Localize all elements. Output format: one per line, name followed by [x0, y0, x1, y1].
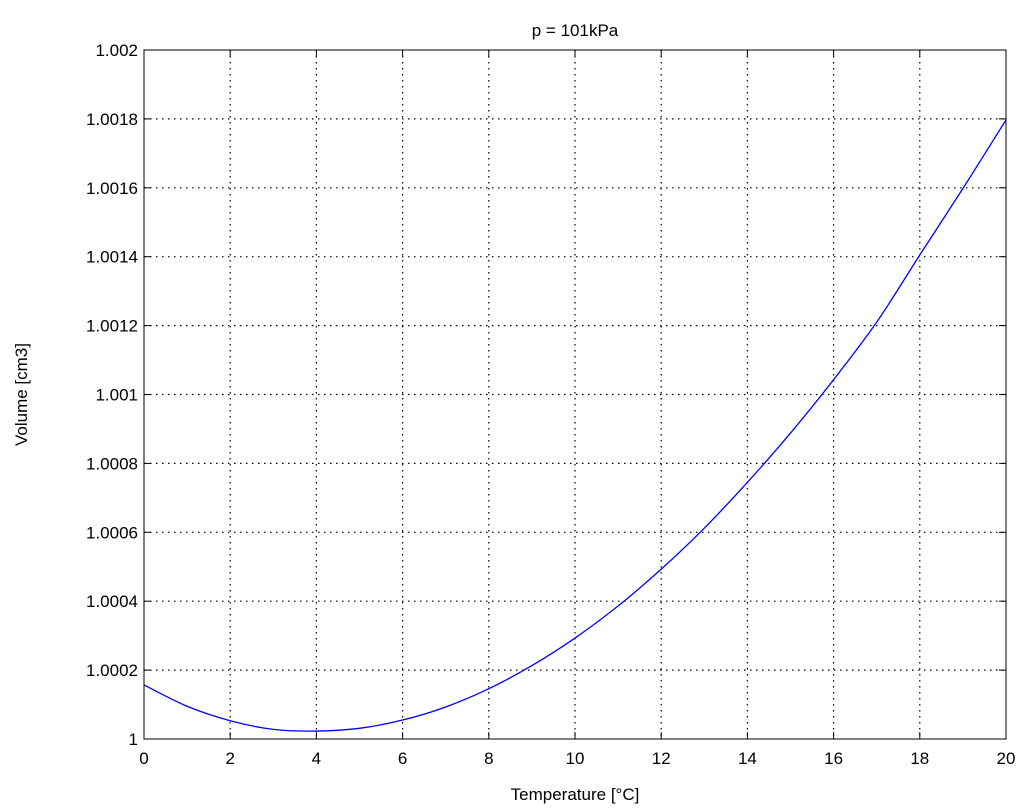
x-axis-title: Temperature [°C] — [511, 785, 640, 804]
y-tick-labels: 1 1.0002 1.0004 1.0006 1.0008 1.001 1.0012 1.00… — [86, 41, 138, 749]
x-tick-label: 8 — [484, 749, 493, 768]
y-tick-label: 1.0008 — [86, 454, 138, 473]
x-tick-label: 0 — [139, 749, 148, 768]
y-tick-label: 1.0004 — [86, 592, 138, 611]
series-layer — [143, 119, 1007, 732]
x-tick-label: 18 — [910, 749, 929, 768]
x-tick-label: 10 — [566, 749, 585, 768]
x-tick-labels: 0 2 4 6 8 10 12 14 16 18 20 — [139, 749, 1015, 768]
x-tick-label: 4 — [312, 749, 321, 768]
y-axis-title: Volume [cm3] — [12, 343, 31, 446]
y-tick-label: 1.002 — [95, 41, 138, 60]
x-tick-label: 2 — [225, 749, 234, 768]
y-tick-label: 1.0016 — [86, 179, 138, 198]
y-tick-label: 1.0012 — [86, 317, 138, 336]
y-tick-label: 1.0014 — [86, 248, 138, 267]
x-tick-label: 6 — [398, 749, 407, 768]
x-tick-label: 14 — [738, 749, 757, 768]
y-tick-label: 1 — [129, 730, 138, 749]
x-tick-label: 16 — [824, 749, 843, 768]
y-tick-label: 1.001 — [95, 386, 138, 405]
y-tick-label: 1.0002 — [86, 661, 138, 680]
y-tick-label: 1.0018 — [86, 110, 138, 129]
plot-border — [143, 49, 1007, 740]
x-tick-label: 20 — [997, 749, 1016, 768]
grid — [144, 50, 1006, 739]
x-tick-label: 12 — [652, 749, 671, 768]
chart-title: p = 101kPa — [532, 21, 619, 40]
series-line-0 — [143, 119, 1007, 732]
y-tick-label: 1.0006 — [86, 523, 138, 542]
